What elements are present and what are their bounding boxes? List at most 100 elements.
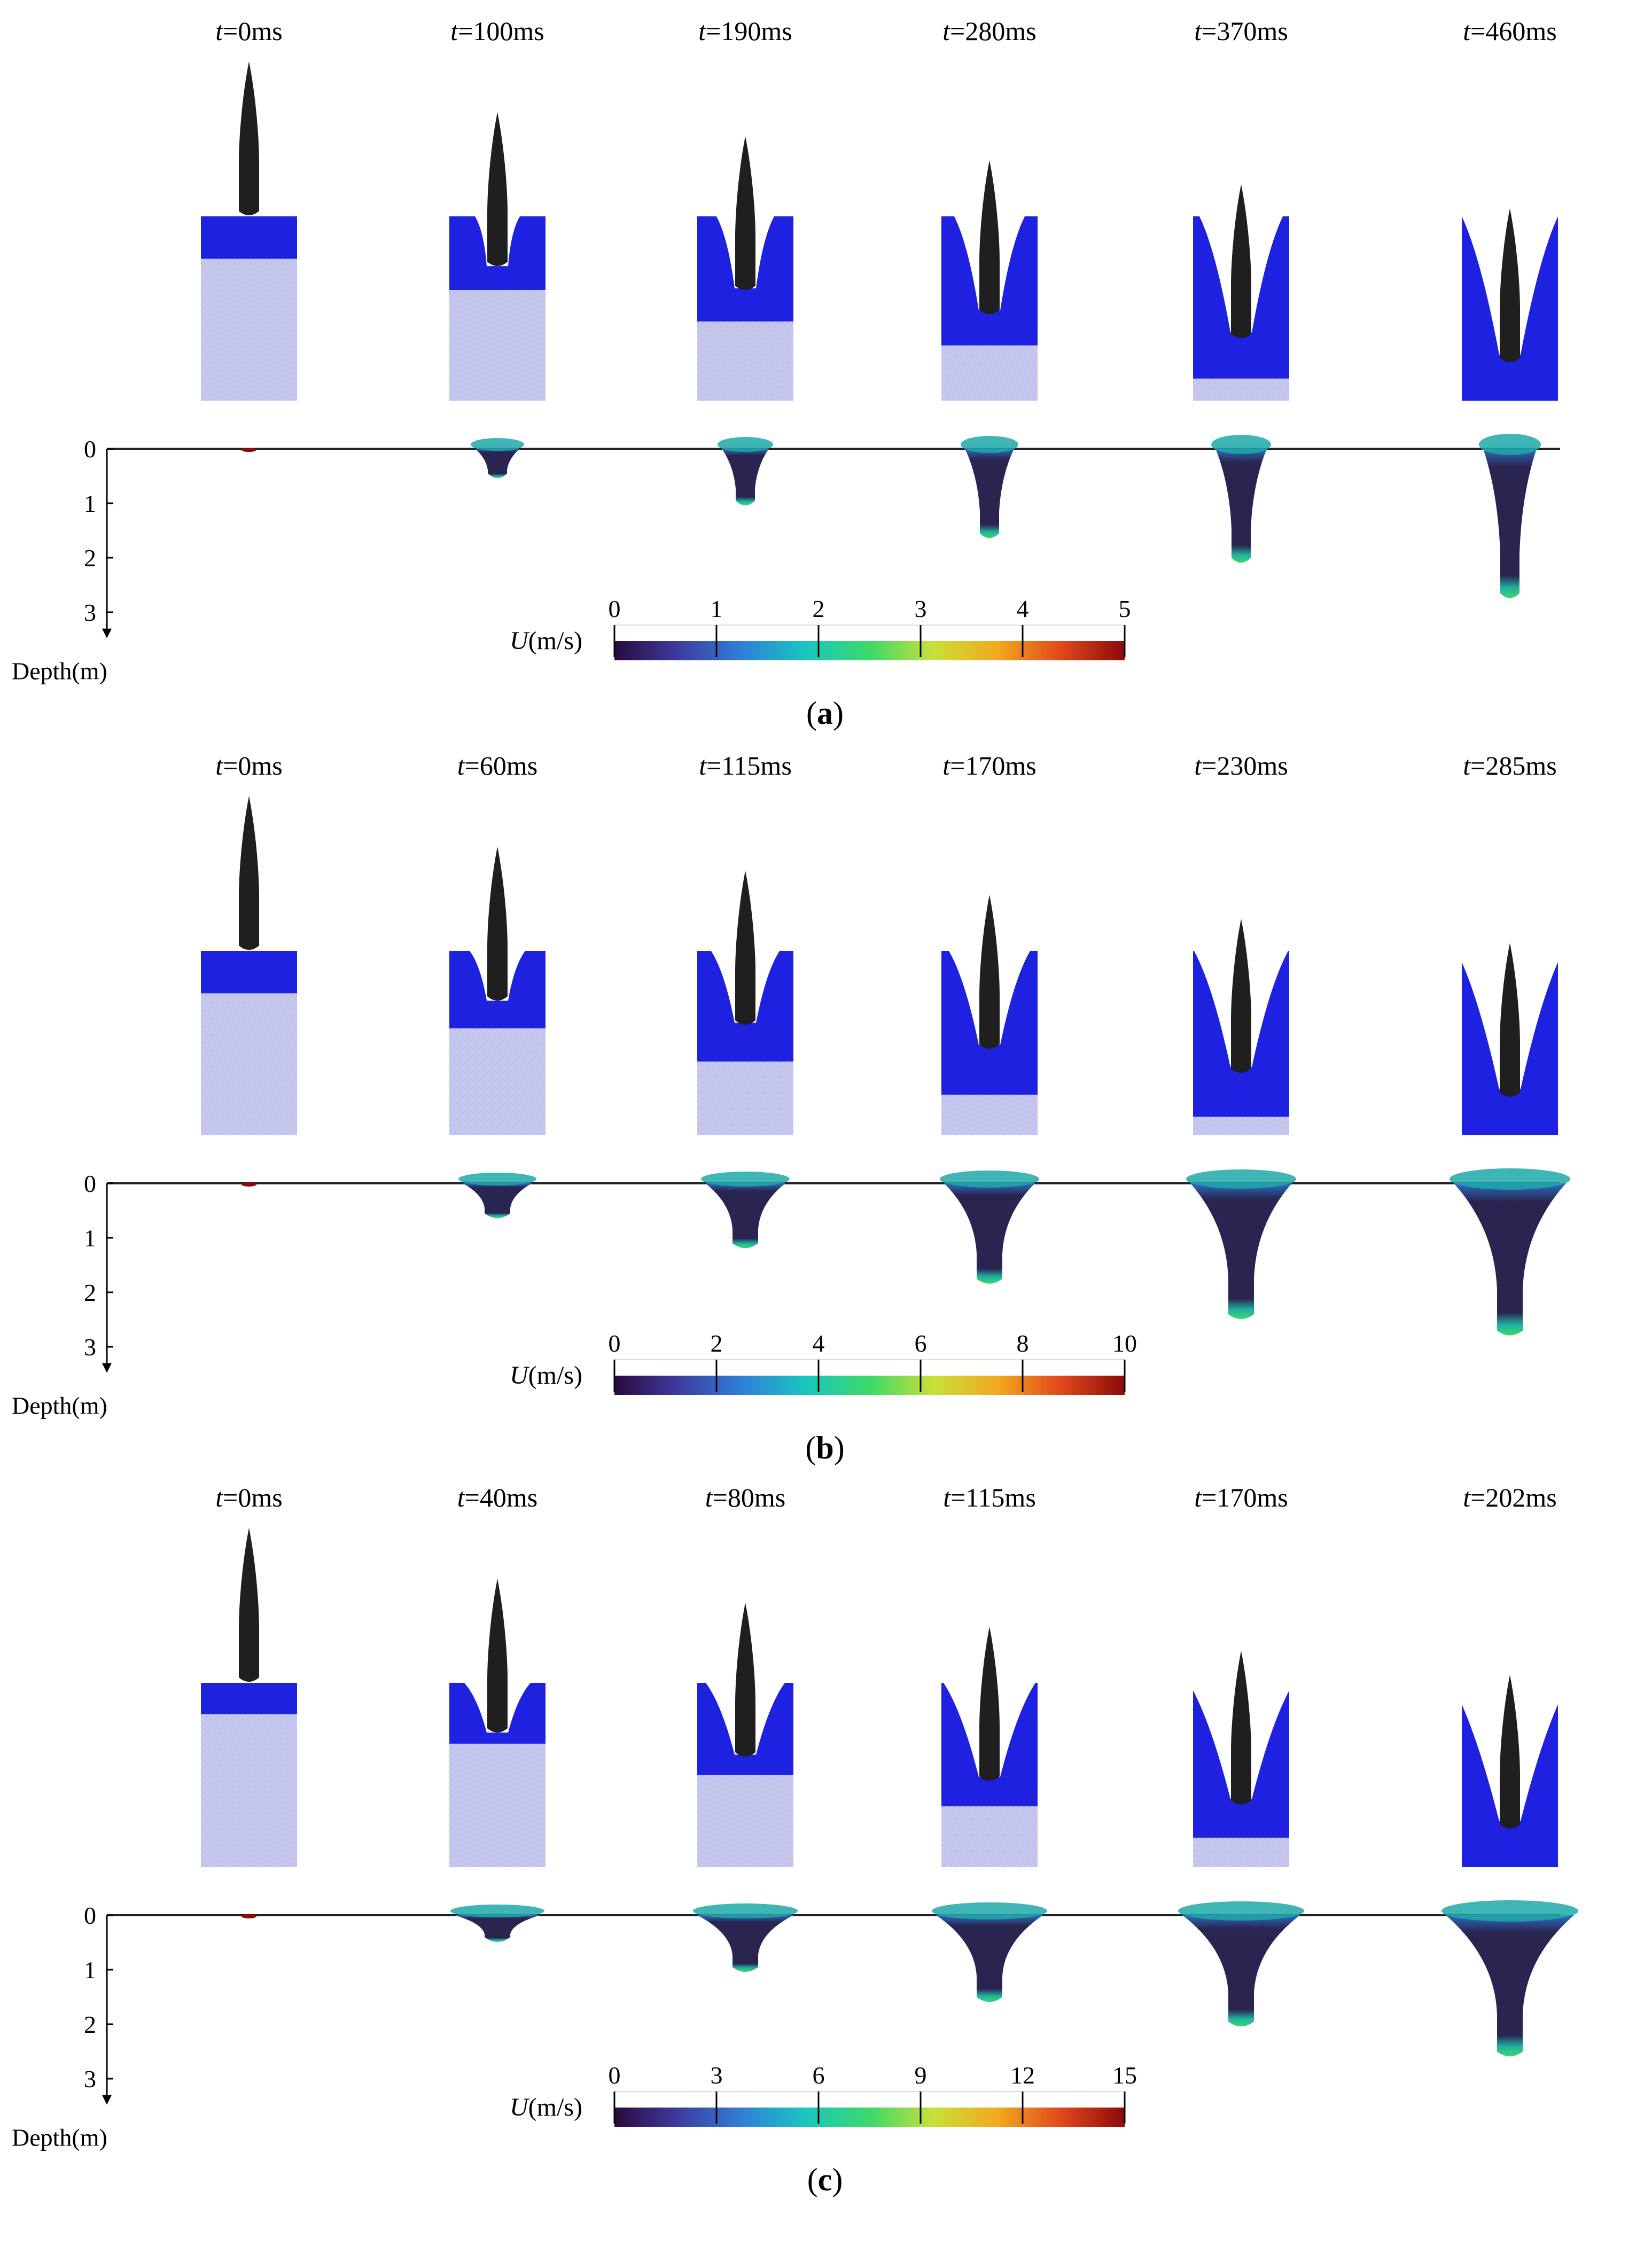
- splash-crown: [961, 436, 1018, 453]
- colorbar-variable: U: [510, 1361, 530, 1390]
- splash-crown: [718, 437, 773, 452]
- time-variable: t: [1463, 751, 1471, 781]
- depth-tick-label: 0: [84, 435, 96, 463]
- cavity-profile: [693, 1903, 798, 1972]
- time-value: =280ms: [950, 16, 1037, 46]
- depth-axis-title: Depth(m): [12, 2124, 107, 2151]
- panel-label-close: ): [833, 696, 844, 731]
- cavity-profile: [241, 448, 256, 452]
- panel-c: t=0ms t=40ms t=80ms t=115ms t=170ms t=202ms01…: [12, 1482, 1578, 2197]
- time-label: t=80ms: [705, 1482, 785, 1512]
- depth-axis: 0 1 2 3 Depth(m): [12, 435, 113, 685]
- projectile: [239, 61, 259, 215]
- colorbar-variable: U: [510, 627, 530, 655]
- cavity-profile: [701, 1172, 790, 1248]
- cavity-body: [1446, 1915, 1574, 2057]
- colorbar-tick-label: 6: [813, 2062, 825, 2089]
- time-variable: t: [943, 1482, 951, 1512]
- time-label: t=280ms: [942, 16, 1036, 46]
- time-variable: t: [699, 751, 707, 781]
- depth-tick-label: 1: [84, 1956, 96, 1984]
- colorbar-tick-label: 8: [1017, 1330, 1029, 1357]
- time-variable: t: [705, 1482, 713, 1512]
- tank-view: [449, 1579, 546, 1867]
- tank-view: [201, 61, 297, 401]
- time-value: =0ms: [223, 16, 283, 46]
- cavity-profile: [718, 437, 773, 506]
- colorbar: 0 3 6 9 12 15 U(m/s): [510, 2062, 1137, 2127]
- projectile: [239, 796, 259, 950]
- impact-point: [241, 448, 256, 452]
- cavity-profile: [1186, 1169, 1296, 1319]
- splash-crown: [1450, 1168, 1570, 1190]
- colorbar-tick-label: 1: [711, 595, 723, 622]
- time-variable: t: [942, 16, 950, 46]
- time-value: =0ms: [223, 751, 283, 781]
- colorbar-tick-label: 12: [1010, 2062, 1035, 2089]
- tank-view: [941, 160, 1038, 401]
- time-variable: t: [215, 1482, 223, 1512]
- time-label: t=0ms: [215, 1482, 282, 1512]
- splash-crown: [471, 438, 524, 451]
- cavity-body: [1182, 1915, 1300, 2027]
- tank-view: [449, 112, 546, 401]
- depth-axis-title: Depth(m): [12, 658, 107, 685]
- tank-view: [1456, 943, 1563, 1135]
- cavity-body: [697, 1915, 793, 1972]
- time-value: =115ms: [950, 1482, 1036, 1512]
- projectile: [979, 1627, 1000, 1781]
- tank-view: [201, 1528, 297, 1867]
- depth-axis: 0 1 2 3 Depth(m): [12, 1902, 113, 2151]
- cavity-body: [722, 449, 769, 506]
- cavity-profile: [471, 438, 524, 479]
- colorbar-tick-label: 4: [813, 1330, 825, 1357]
- tank-view: [201, 796, 297, 1135]
- panel-label-open: (: [806, 696, 817, 731]
- time-variable: t: [1194, 1482, 1202, 1512]
- colorbar: 0 2 4 6 8 10 U(m/s): [510, 1330, 1137, 1395]
- projectile: [1231, 1651, 1251, 1805]
- time-value: =190ms: [706, 16, 792, 46]
- time-label: t=370ms: [1194, 16, 1288, 46]
- colorbar-unit: (m/s): [528, 2093, 582, 2121]
- panel-b: t=0ms t=60ms t=115ms t=170ms t=230ms t=285ms0…: [12, 751, 1570, 1465]
- time-value: =370ms: [1202, 16, 1288, 46]
- depth-arrow-icon: [102, 628, 112, 638]
- projectile: [1500, 943, 1520, 1097]
- time-label: t=202ms: [1463, 1482, 1556, 1512]
- projectile: [735, 871, 755, 1025]
- time-variable: t: [215, 16, 223, 46]
- colorbar-variable: U: [510, 2093, 530, 2121]
- projectile: [487, 112, 508, 266]
- projectile: [487, 1579, 508, 1733]
- splash-crown: [450, 1905, 544, 1917]
- cavity-body: [944, 1183, 1035, 1284]
- tank-view: [697, 136, 793, 401]
- time-value: =285ms: [1470, 751, 1557, 781]
- cavity-profile: [1441, 1900, 1578, 2057]
- depth-tick-label: 0: [84, 1170, 96, 1197]
- time-value: =80ms: [713, 1482, 786, 1512]
- colorbar-tick-label: 5: [1119, 595, 1131, 622]
- time-value: =0ms: [223, 1482, 283, 1512]
- projectile: [979, 895, 1000, 1049]
- depth-tick-label: 3: [84, 599, 96, 626]
- time-variable: t: [698, 16, 706, 46]
- depth-axis-title: Depth(m): [12, 1392, 107, 1419]
- tank-view: [449, 847, 546, 1135]
- water-region: [201, 1683, 297, 1714]
- cavity-body: [965, 449, 1014, 539]
- cavity-profile: [961, 436, 1018, 539]
- projectile: [735, 1603, 755, 1757]
- panel-a: t=0ms t=100ms t=190ms t=280ms t=370ms t=460ms…: [12, 16, 1560, 731]
- colorbar-tick-label: 6: [915, 1330, 927, 1357]
- cavity-body: [463, 1183, 532, 1219]
- time-label: t=170ms: [942, 751, 1036, 781]
- tank-view: [1451, 1675, 1569, 1867]
- projectile: [487, 847, 508, 1001]
- colorbar-tick-label: 3: [711, 2062, 723, 2089]
- cavity-profile: [940, 1170, 1039, 1284]
- colorbar: 0 1 2 3 4 5 U(m/s): [510, 595, 1131, 660]
- tank-view: [941, 1627, 1038, 1867]
- colorbar-tick-label: 15: [1112, 2062, 1137, 2089]
